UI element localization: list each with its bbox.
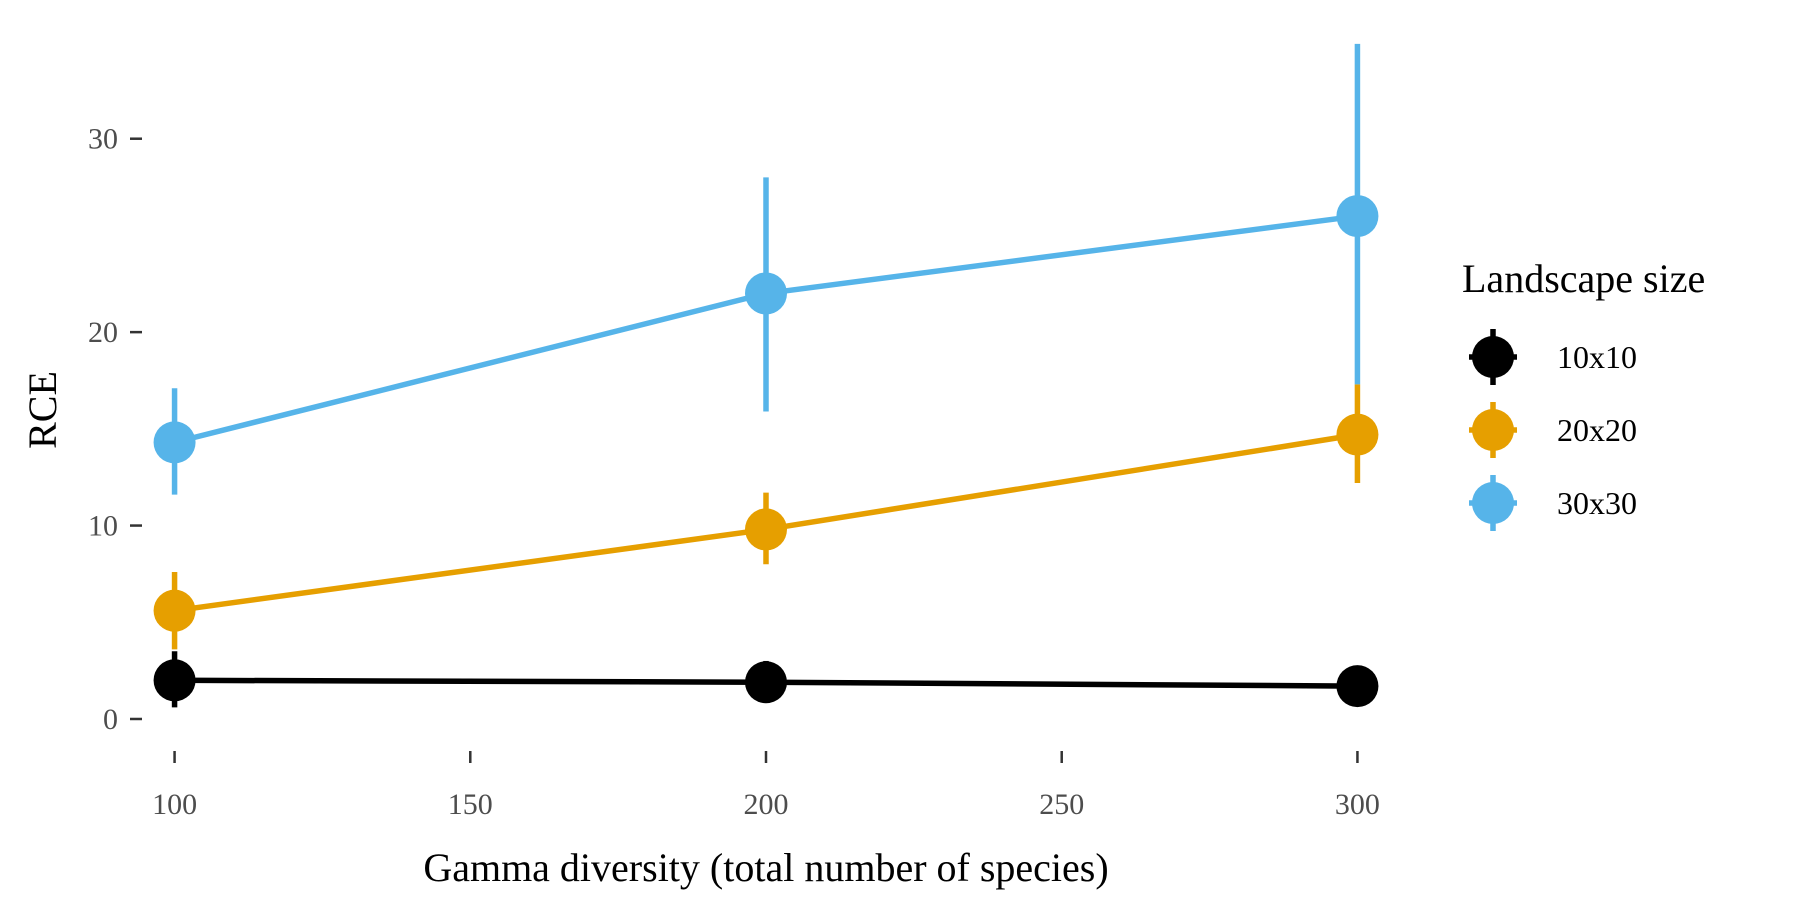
y-tick-label: 30 [88, 123, 118, 156]
legend-key-point [1472, 336, 1514, 378]
y-tick-label: 0 [103, 703, 118, 736]
series-30x30 [153, 43, 1379, 495]
legend-key-10x10 [1469, 329, 1517, 385]
series-20x20 [153, 384, 1379, 650]
data-point-20x20 [153, 589, 196, 632]
y-tick-label: 20 [88, 316, 118, 349]
axes-layer: 0 10 20 30 100 150 200 250 300 [88, 123, 1380, 821]
data-point-20x20 [1336, 413, 1379, 456]
legend-key-point [1472, 409, 1514, 451]
series-10x10 [153, 651, 1379, 708]
data-point-10x10 [745, 661, 787, 704]
legend-key-point [1472, 482, 1514, 524]
x-tick-label: 150 [448, 788, 493, 821]
y-tick-label: 10 [88, 510, 118, 543]
legend-label-10x10: 10x10 [1557, 339, 1637, 375]
x-tick-label: 100 [152, 788, 197, 821]
data-point-30x30 [153, 421, 196, 464]
data-point-10x10 [153, 659, 196, 702]
legend-key-30x30 [1469, 475, 1517, 531]
legend-key-20x20 [1469, 402, 1517, 458]
x-tick-label: 300 [1335, 788, 1380, 821]
x-tick-label: 250 [1039, 788, 1084, 821]
data-point-30x30 [1336, 195, 1379, 238]
legend-label-20x20: 20x20 [1557, 412, 1637, 448]
y-axis-title: RCE [20, 371, 65, 449]
data-point-10x10 [1336, 665, 1379, 708]
data-point-30x30 [745, 272, 787, 315]
series-layer [153, 43, 1379, 708]
x-axis-title: Gamma diversity (total number of species… [423, 845, 1108, 890]
x-tick-label: 200 [744, 788, 789, 821]
legend: Landscape size 10x10 20x20 30x30 [1462, 256, 1705, 531]
data-point-20x20 [745, 508, 787, 551]
legend-title: Landscape size [1462, 256, 1705, 301]
legend-label-30x30: 30x30 [1557, 485, 1637, 521]
